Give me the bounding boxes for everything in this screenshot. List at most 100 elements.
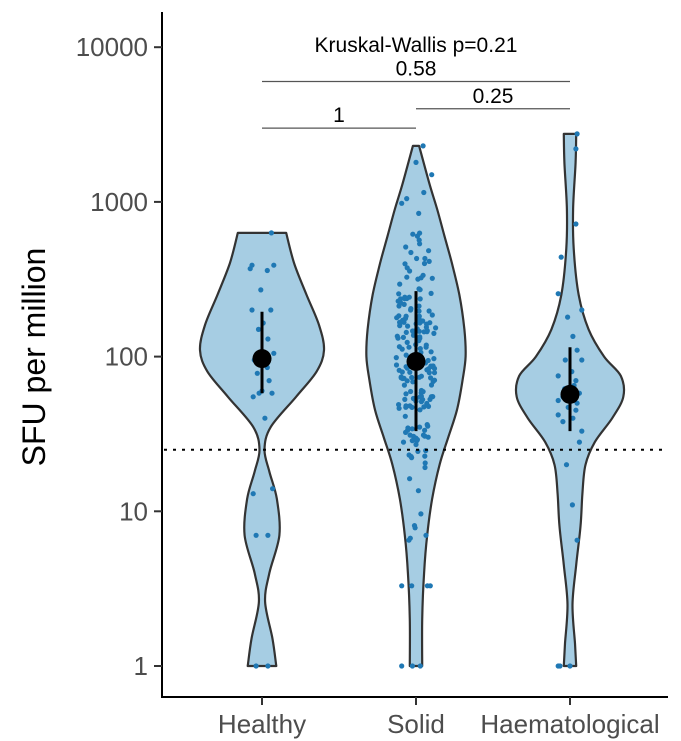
data-point [404, 339, 410, 345]
data-point [393, 362, 400, 368]
data-point [414, 437, 420, 443]
data-point [268, 307, 274, 313]
data-point [398, 296, 404, 302]
data-point [417, 334, 423, 340]
data-point [417, 424, 423, 430]
data-point [433, 325, 439, 331]
x-ticks: Healthy Solid Haematological [218, 697, 660, 739]
data-point [407, 535, 413, 541]
data-point [403, 352, 409, 358]
y-tick-label: 10 [119, 496, 148, 526]
comparison-pvalue: 0.25 [473, 85, 514, 108]
data-point [400, 317, 406, 323]
data-point [428, 375, 434, 381]
data-point [262, 415, 268, 421]
data-point [250, 394, 256, 400]
data-point [271, 262, 277, 268]
y-axis-title: SFU per million [16, 248, 52, 467]
data-point [415, 276, 421, 282]
data-point [404, 196, 410, 202]
data-point [418, 373, 424, 379]
data-point [416, 237, 422, 243]
data-point [407, 403, 413, 409]
data-point [420, 143, 426, 149]
data-point [569, 502, 576, 508]
data-point [408, 453, 414, 460]
data-point [417, 394, 423, 400]
data-point [400, 334, 406, 340]
data-point [265, 532, 271, 538]
y-tick-label: 10000 [76, 32, 148, 62]
data-point [402, 261, 408, 267]
data-point [560, 419, 566, 425]
data-point [555, 412, 561, 418]
data-point [424, 367, 430, 373]
data-point [555, 291, 561, 297]
data-point [574, 347, 580, 353]
data-point [258, 287, 264, 293]
data-point [406, 344, 412, 350]
data-point [416, 303, 422, 309]
y-tick-label: 1000 [90, 187, 148, 217]
data-point [565, 314, 571, 320]
data-point [555, 397, 561, 404]
data-point [579, 428, 585, 434]
data-point [402, 296, 408, 302]
data-point [397, 281, 403, 287]
data-point [413, 441, 419, 448]
data-point [429, 275, 435, 281]
data-point [421, 404, 427, 410]
data-point [574, 400, 580, 406]
data-point [399, 583, 405, 589]
data-point [409, 663, 415, 669]
violin-healthy [198, 231, 326, 668]
data-point [401, 382, 407, 388]
data-point [422, 427, 428, 433]
data-point [408, 249, 414, 256]
y-ticks: 1 10 100 1000 10000 [76, 32, 162, 681]
data-point [579, 307, 585, 313]
data-point [431, 330, 437, 336]
data-point [404, 265, 410, 271]
data-point [416, 308, 422, 314]
median-point [252, 349, 272, 369]
data-point [557, 663, 563, 669]
data-point [404, 274, 410, 280]
data-point [399, 369, 405, 375]
comparison-pvalue: 0.58 [396, 58, 437, 81]
data-point [403, 244, 409, 250]
data-point [400, 439, 407, 445]
data-point [411, 523, 418, 529]
data-point [399, 346, 405, 352]
data-point [409, 374, 415, 381]
data-point [573, 407, 579, 413]
data-point [253, 663, 259, 669]
data-point [249, 307, 255, 313]
data-point [405, 425, 411, 431]
data-point [270, 486, 276, 492]
data-point [416, 286, 422, 292]
data-point [429, 312, 435, 318]
data-point [431, 356, 437, 362]
comparison-layer: 1 0.25 0.58 [262, 58, 570, 129]
data-point [394, 315, 400, 321]
data-point [423, 342, 429, 348]
data-point [573, 221, 579, 227]
data-point [421, 260, 428, 267]
data-point [408, 306, 414, 312]
data-point [403, 329, 409, 335]
data-point [407, 432, 413, 438]
data-point [265, 663, 271, 669]
data-point [423, 532, 429, 538]
data-point [416, 210, 422, 216]
data-point [429, 172, 435, 178]
median-point [406, 351, 426, 371]
median-point [560, 384, 580, 404]
data-point [570, 415, 576, 421]
data-point [567, 663, 573, 669]
data-point [427, 583, 433, 589]
data-point [414, 255, 420, 262]
summary-layer [252, 291, 580, 432]
data-point [264, 267, 270, 274]
data-point [249, 262, 255, 268]
